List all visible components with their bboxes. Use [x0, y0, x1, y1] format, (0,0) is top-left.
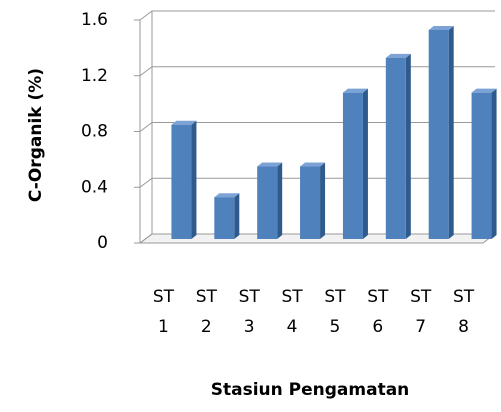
- bar: [385, 57, 406, 239]
- bar-side: [448, 25, 454, 239]
- bar-side: [191, 120, 197, 239]
- bar-top: [214, 193, 240, 198]
- x-tick-label: ST 4: [281, 287, 303, 337]
- x-tick-label: ST 8: [452, 287, 475, 337]
- grid-line: [139, 233, 495, 244]
- x-tick-label: ST 1: [152, 287, 175, 337]
- bar-top: [385, 53, 411, 58]
- grid-line: [139, 122, 495, 132]
- y-tick-label: 1.2: [81, 66, 108, 86]
- y-tick-label: 0.4: [81, 177, 108, 197]
- bar-top: [300, 162, 326, 167]
- grid-line: [139, 177, 495, 188]
- bar-side: [491, 88, 497, 239]
- grid-line: [139, 66, 495, 77]
- bar-top: [428, 25, 454, 30]
- bar: [171, 124, 192, 239]
- x-tick-label: ST 2: [195, 287, 217, 337]
- bar-top: [471, 88, 497, 93]
- y-tick-label: 0: [97, 233, 108, 253]
- bar: [214, 197, 235, 239]
- x-tick-label: ST 3: [238, 287, 260, 337]
- bar-top: [171, 120, 197, 125]
- bar-top: [257, 162, 283, 167]
- grid-line: [139, 10, 495, 21]
- x-tick-label: ST 5: [324, 287, 346, 337]
- bar: [428, 29, 449, 239]
- bar: [300, 166, 321, 239]
- bar-side: [405, 53, 411, 239]
- bar: [342, 92, 363, 239]
- bar-side: [362, 88, 368, 239]
- y-axis-label: C-Organik (%): [26, 68, 46, 202]
- bar-side: [277, 162, 283, 239]
- x-tick-label: ST 7: [410, 287, 432, 337]
- bar: [471, 92, 492, 239]
- x-axis-label: Stasiun Pengamatan: [211, 380, 410, 400]
- bar-top: [342, 88, 368, 93]
- bar-side: [234, 193, 240, 239]
- bar-side: [320, 162, 326, 239]
- x-tick-label: ST 6: [367, 287, 389, 337]
- y-tick-label: 1.6: [81, 10, 108, 30]
- y-tick-label: 0.8: [81, 122, 108, 142]
- bar: [257, 166, 278, 239]
